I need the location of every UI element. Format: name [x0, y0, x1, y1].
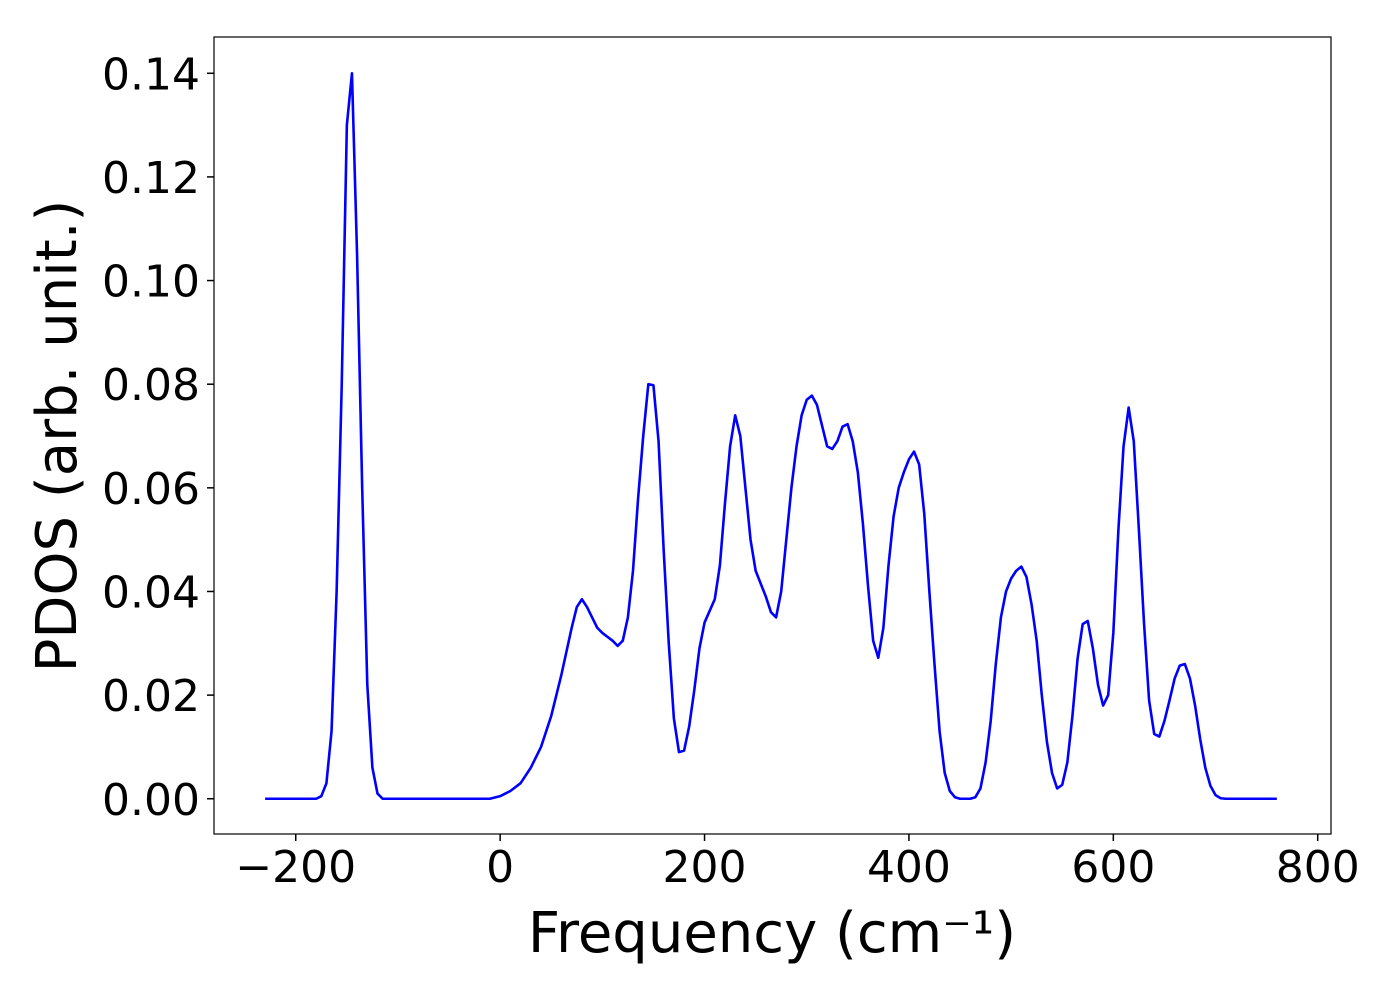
- y-tick-label: 0.10: [102, 257, 200, 308]
- y-tick-label: 0.08: [102, 360, 200, 411]
- y-tick-label: 0.14: [102, 49, 200, 100]
- x-tick-label: 800: [1276, 842, 1360, 893]
- y-tick-label: 0.04: [102, 567, 200, 618]
- line-series: [265, 71, 1277, 801]
- y-tick-label: 0.02: [102, 671, 200, 722]
- x-tick-label: 600: [1071, 842, 1155, 893]
- x-tick-label: 200: [663, 842, 747, 893]
- plot-frame: [213, 36, 1332, 835]
- x-tick-label: 0: [486, 842, 514, 893]
- x-axis-label: Frequency (cm⁻¹): [528, 901, 1016, 966]
- x-tick-label: −200: [235, 842, 356, 893]
- y-axis-label: PDOS (arb. unit.): [25, 200, 90, 673]
- x-tick-label: 400: [867, 842, 951, 893]
- y-tick-label: 0.12: [102, 153, 200, 204]
- y-tick-label: 0.06: [102, 464, 200, 515]
- y-tick-label: 0.00: [102, 775, 200, 826]
